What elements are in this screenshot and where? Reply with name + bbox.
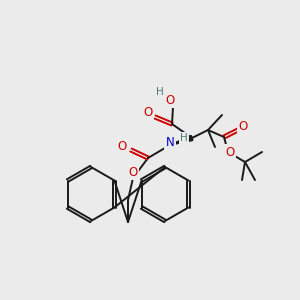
Text: O: O bbox=[225, 146, 235, 158]
Polygon shape bbox=[170, 136, 193, 145]
Text: H: H bbox=[156, 87, 164, 97]
Text: O: O bbox=[128, 166, 138, 178]
Text: N: N bbox=[166, 136, 174, 148]
Text: O: O bbox=[238, 119, 247, 133]
Polygon shape bbox=[170, 136, 193, 145]
Text: H: H bbox=[180, 133, 188, 143]
Text: O: O bbox=[117, 140, 127, 152]
Text: O: O bbox=[165, 94, 175, 106]
Text: O: O bbox=[143, 106, 153, 118]
